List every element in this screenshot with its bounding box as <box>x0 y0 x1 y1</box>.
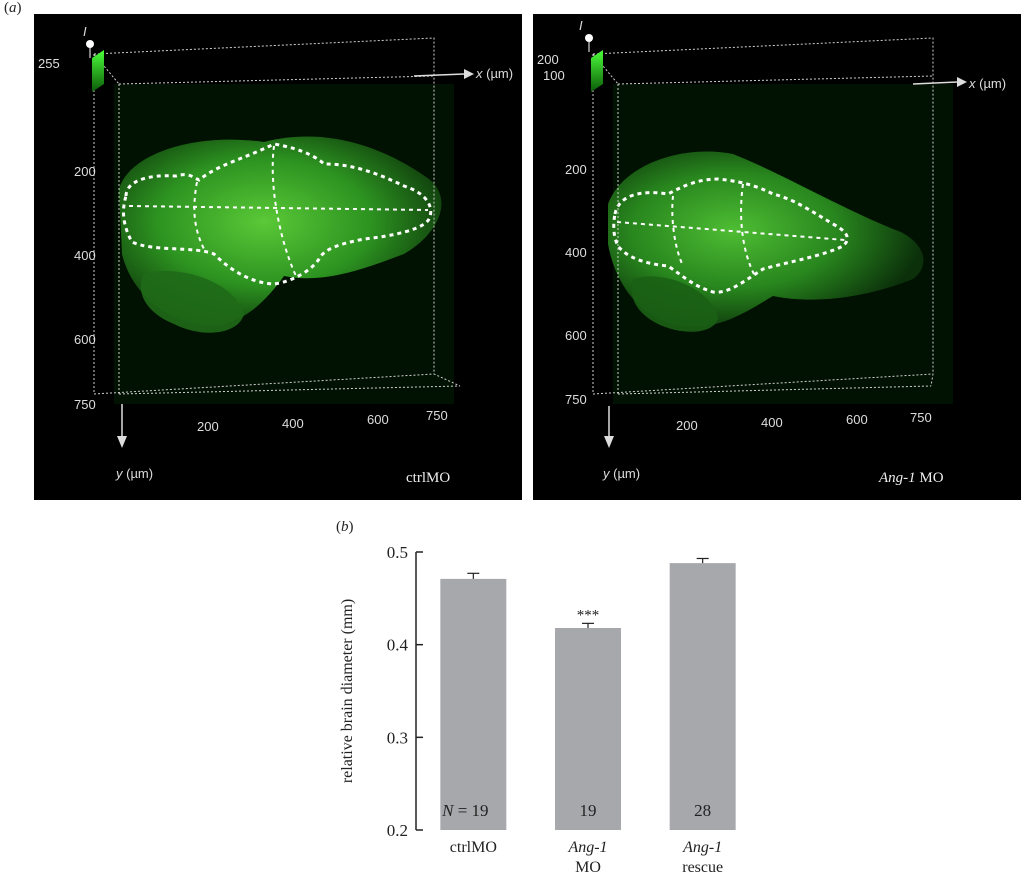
bar-chart-svg: 0.2 0.3 0.4 0.5 relative brain diameter (mm)… <box>339 543 736 876</box>
y-tick: 200 <box>565 162 587 177</box>
bar <box>669 563 736 830</box>
x-tick: 750 <box>910 410 932 425</box>
x-tick: 200 <box>676 418 698 433</box>
y-axis-title: y (µm) <box>603 466 641 481</box>
y-tick: 200 <box>74 164 96 179</box>
y-tick: 600 <box>74 332 96 347</box>
y-tick-label: 0.2 <box>387 821 408 840</box>
category-label: Ang-1 <box>567 839 607 856</box>
bar <box>440 578 507 830</box>
y-axis-title: y (µm) <box>116 466 154 481</box>
y-tick: 400 <box>565 245 587 260</box>
y-axis-label: relative brain diameter (mm) <box>339 599 356 783</box>
intensity-label: I <box>83 24 87 39</box>
x-tick: 400 <box>282 416 304 431</box>
condition-label-ang1: Ang-1 MO <box>879 470 944 486</box>
brain-scan-ang1-image <box>585 34 967 448</box>
scan-panel-ang1: I 200 100 x (µm) 200 400 600 750 200 400… <box>533 14 1021 500</box>
condition-label-ctrl: ctrlMO <box>406 470 451 486</box>
x-axis-title: x (µm) <box>476 66 514 81</box>
y-tick-label: 0.5 <box>387 543 408 562</box>
x-tick: 750 <box>426 408 448 423</box>
n-label: 19 <box>580 801 597 820</box>
y-tick-label: 0.3 <box>387 728 408 747</box>
category-label-line2: MO <box>575 859 601 876</box>
n-label: N = 19 <box>441 801 488 820</box>
n-label: 28 <box>694 801 711 820</box>
significance-label: *** <box>577 607 600 623</box>
intensity-label: I <box>579 18 583 33</box>
panel-a-label: (a) <box>4 0 22 16</box>
scan-panel-ctrl: I 255 x (µm) 200 400 600 750 200 400 600… <box>34 14 522 500</box>
y-tick: 750 <box>74 397 96 412</box>
intensity-tick: 255 <box>38 56 60 71</box>
brain-scan-ctrl-image <box>86 37 474 448</box>
x-tick: 400 <box>761 415 783 430</box>
x-tick: 600 <box>846 412 868 427</box>
y-tick-label: 0.4 <box>387 636 409 655</box>
y-tick: 750 <box>565 392 587 407</box>
x-axis-title: x (µm) <box>969 76 1007 91</box>
intensity-tick: 200 <box>537 52 559 67</box>
y-tick: 600 <box>565 328 587 343</box>
category-label: Ang-1 <box>682 839 722 856</box>
category-label: ctrlMO <box>450 839 497 856</box>
brain-diameter-bar-chart: 0.2 0.3 0.4 0.5 relative brain diameter (mm)… <box>330 520 770 885</box>
intensity-tick: 100 <box>543 68 565 83</box>
category-label-line2: rescue <box>682 859 723 876</box>
panel-b-label: (b) <box>336 519 354 535</box>
x-tick: 200 <box>197 419 219 434</box>
bar <box>555 627 621 830</box>
y-tick: 400 <box>74 248 96 263</box>
x-tick: 600 <box>367 412 389 427</box>
